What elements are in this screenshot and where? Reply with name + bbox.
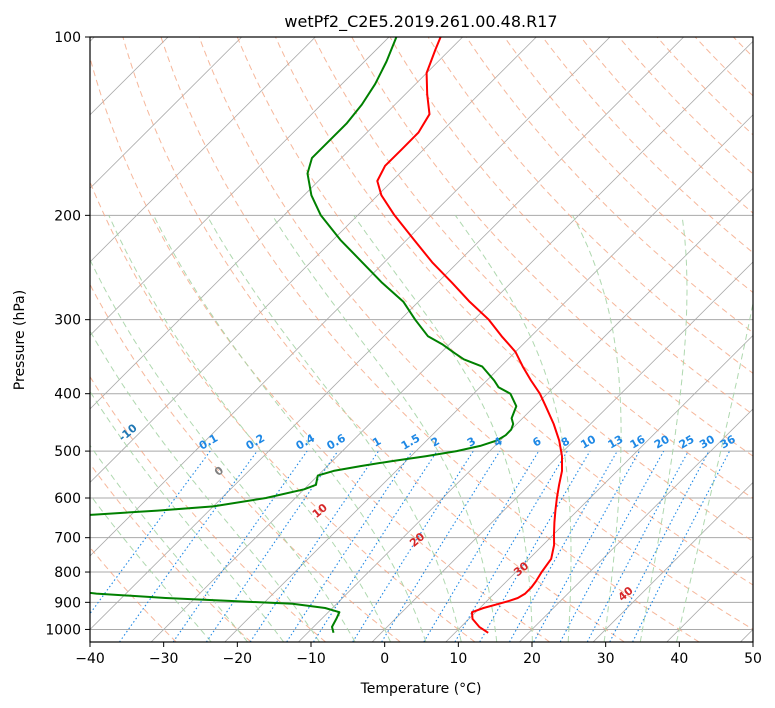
y-tick-label: 200 (54, 208, 81, 224)
x-tick-label: 40 (670, 651, 688, 667)
mixing-ratio-line (249, 450, 379, 642)
moist-adiabat-line (108, 215, 391, 642)
temperature-profile-line (376, 37, 563, 634)
mixing-ratio-lines (90, 450, 731, 642)
moist-adiabat-line (639, 215, 688, 642)
x-tick-label: 30 (597, 651, 615, 667)
moist-adiabat-line (206, 215, 462, 642)
dry-adiabat-line (122, 37, 625, 642)
x-tick-label: 20 (523, 651, 541, 667)
mixing-ratio-line (286, 450, 413, 642)
isotherm-line (224, 114, 753, 642)
isotherm-line (90, 37, 611, 557)
isotherm-lines (90, 37, 753, 642)
x-tick-label: −10 (296, 651, 326, 667)
y-tick-label: 300 (54, 313, 81, 329)
dry-adiabat-line (389, 37, 753, 416)
dry-adiabat-line (160, 37, 700, 642)
dry-adiabat-line (198, 37, 753, 630)
dewpoint-profile-line (90, 37, 518, 634)
dry-adiabat-line (90, 283, 401, 642)
mixing-ratio-line (90, 450, 211, 615)
dry-adiabat-line (275, 37, 753, 542)
isotherm-line (90, 37, 316, 263)
y-tick-label: 1000 (45, 622, 81, 638)
y-tick-label: 100 (54, 30, 81, 46)
y-axis-ticks: 100 200 300 400 500 600 700 800 900 1000 (45, 30, 90, 638)
y-tick-label: 600 (54, 491, 81, 507)
isotherm-line (371, 261, 753, 642)
isotherm-line (445, 334, 753, 642)
mixing-ratio-line (313, 450, 438, 642)
isotherm-line (90, 37, 537, 483)
x-tick-label: −20 (223, 651, 253, 667)
mixing-ratio-line (172, 450, 308, 642)
moist-adiabat-line (90, 258, 356, 642)
y-axis-title: Pressure (hPa) (12, 290, 28, 390)
isotherm-line (90, 37, 390, 336)
dry-adiabat-line (90, 462, 252, 642)
dry-adiabat-line (351, 37, 753, 457)
moist-adiabat-line (353, 215, 533, 642)
x-tick-label: −40 (75, 651, 105, 667)
dry-adiabat-line (465, 37, 753, 334)
isotherm-line (519, 408, 753, 642)
mixing-ratio-line (381, 450, 501, 642)
moist-adiabat-line (90, 444, 248, 642)
dry-adiabat-lines (90, 37, 753, 642)
mixing-ratio-line (205, 450, 339, 642)
dry-adiabat-line (580, 37, 753, 214)
x-tick-label: −30 (149, 651, 179, 667)
isotherm-line (90, 37, 463, 410)
dry-adiabat-line (618, 37, 753, 175)
mixing-ratio-line (119, 450, 258, 642)
x-axis-ticks: −40 −30 −20 −10 0 10 20 30 40 50 (75, 642, 762, 667)
dry-adiabat-line (503, 37, 753, 294)
x-tick-label: 50 (744, 651, 762, 667)
moist-adiabat-line (572, 215, 622, 642)
mixing-ratio-line (632, 450, 731, 642)
mixing-ratio-line (533, 450, 640, 642)
x-tick-label: 0 (380, 651, 389, 667)
mixing-ratio-line (559, 450, 665, 642)
plot-area: 0.10.20.40.611.52346810131620253036-100-… (90, 37, 753, 642)
dry-adiabat-line (90, 55, 550, 642)
mixing-ratio-line (352, 450, 474, 642)
dry-adiabat-line (236, 37, 753, 586)
isotherm-line (90, 37, 684, 631)
isotherm-line (90, 37, 242, 189)
y-tick-label: 500 (54, 444, 81, 460)
chart-title: wetPf2_C2E5.2019.261.00.48.R17 (284, 12, 557, 32)
y-tick-label: 400 (54, 387, 81, 403)
moist-adiabat-line (271, 215, 498, 642)
x-axis-title: Temperature (°C) (360, 681, 482, 697)
y-tick-label: 700 (54, 531, 81, 547)
dry-adiabat-line (313, 37, 753, 499)
moist-adiabat-line (153, 215, 427, 642)
isotherm-line (150, 40, 753, 642)
moist-adiabat-line (454, 215, 572, 642)
mixing-ratio-line (509, 450, 618, 642)
y-tick-label: 800 (54, 565, 81, 581)
y-tick-label: 900 (54, 595, 81, 611)
moist-adiabat-line (90, 493, 212, 642)
x-tick-label: 10 (449, 651, 467, 667)
isotherm-line (592, 481, 753, 642)
profile-series (90, 37, 563, 634)
plot-frame (89, 36, 754, 643)
